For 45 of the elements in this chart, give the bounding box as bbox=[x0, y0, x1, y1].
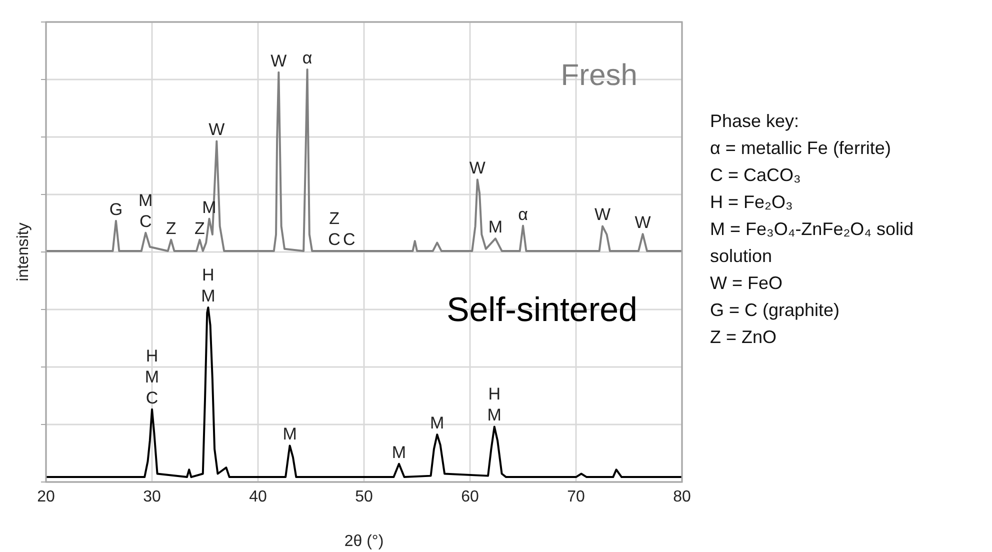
text: M = Fe₃O₄-ZnFe₂O₄ solid solution bbox=[710, 218, 915, 268]
text: C = CaCO₃ bbox=[710, 164, 802, 187]
text: G = C (graphite) bbox=[710, 299, 841, 322]
text: Fresh bbox=[560, 59, 638, 92]
annotation: Z bbox=[329, 208, 340, 228]
annotation: C bbox=[343, 230, 356, 249]
annotation: M bbox=[392, 442, 406, 462]
annotation: W bbox=[634, 213, 651, 232]
text: W = FeO bbox=[710, 272, 784, 295]
annotation: α bbox=[518, 204, 528, 224]
x-tick-label: 40 bbox=[249, 488, 267, 506]
x-axis-title: 2θ (°) bbox=[344, 533, 384, 550]
x-tick-label: 80 bbox=[673, 488, 691, 506]
x-tick-label: 70 bbox=[567, 488, 585, 506]
x-tick-label: 60 bbox=[461, 488, 479, 506]
annotation: M bbox=[138, 190, 153, 210]
annotation: Z bbox=[194, 218, 205, 238]
annotation: C bbox=[328, 230, 340, 249]
x-tick-label: 50 bbox=[355, 488, 373, 506]
annotation: Z bbox=[166, 218, 176, 238]
annotation: C bbox=[146, 388, 158, 408]
annotation: W bbox=[594, 205, 611, 224]
annotation: H bbox=[202, 265, 214, 284]
annotation: W bbox=[469, 158, 486, 178]
annotation: C bbox=[140, 212, 152, 231]
annotation: M bbox=[487, 406, 502, 425]
annotation: M bbox=[144, 367, 160, 386]
annotation: G bbox=[109, 200, 123, 219]
annotation: W bbox=[208, 120, 225, 140]
x-tick-label: 20 bbox=[37, 488, 55, 506]
annotation: M bbox=[430, 414, 444, 433]
annotation: W bbox=[270, 51, 287, 70]
text: Self-sintered bbox=[446, 290, 638, 329]
annotation: M bbox=[282, 424, 297, 444]
text: α = metallic Fe (ferrite) bbox=[710, 137, 892, 160]
text: Phase key: bbox=[710, 110, 800, 133]
x-tick-label: 30 bbox=[143, 488, 161, 506]
text: Z = ZnO bbox=[710, 326, 778, 349]
annotation: M bbox=[201, 286, 216, 306]
y-axis-title: intensity bbox=[15, 222, 32, 282]
annotation: M bbox=[488, 218, 503, 237]
annotation: H bbox=[488, 384, 501, 404]
annotation: H bbox=[146, 346, 158, 366]
text: H = Fe₂O₃ bbox=[710, 191, 794, 214]
annotation: α bbox=[302, 48, 312, 68]
